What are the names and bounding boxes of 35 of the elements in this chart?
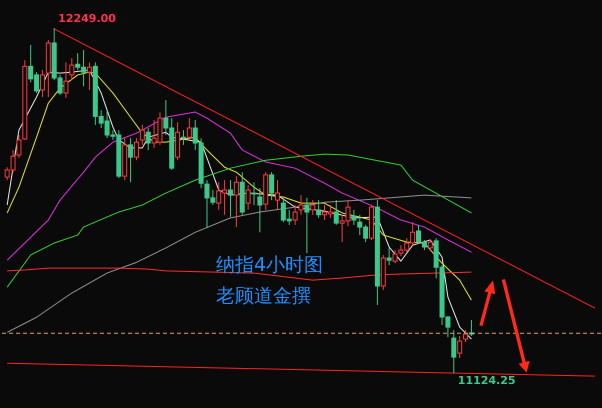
candlestick	[228, 180, 233, 218]
annotation: 纳指4小时图	[216, 254, 324, 276]
annotation: 老顾道金撰	[216, 285, 311, 307]
candlestick	[463, 330, 468, 343]
candlestick	[251, 182, 256, 206]
candlestick	[40, 70, 45, 98]
annotation: 11124.25	[458, 374, 516, 387]
text: 12249.00	[58, 12, 116, 25]
candlestick	[316, 200, 322, 218]
candlestick	[304, 197, 310, 254]
candlestick	[386, 247, 392, 266]
candlestick	[457, 335, 462, 359]
candlestick	[69, 58, 74, 81]
candlestick	[310, 200, 316, 216]
candlestick	[292, 204, 298, 226]
candlestick	[428, 239, 433, 251]
candlestick	[451, 330, 456, 374]
candlestick	[63, 62, 68, 98]
candlestick	[298, 194, 304, 216]
candlestick	[186, 118, 192, 140]
candlestick	[334, 200, 339, 226]
candlestick	[234, 176, 239, 228]
candlestick	[180, 130, 186, 146]
candlestick	[128, 138, 134, 183]
candlestick	[146, 127, 151, 151]
candlestick	[86, 62, 92, 90]
candlestick	[246, 184, 251, 210]
candlestick	[269, 172, 274, 201]
candlestick	[392, 250, 398, 264]
candlestick	[351, 209, 356, 226]
candlestick	[16, 134, 22, 159]
candlestick	[274, 180, 280, 210]
candlestick	[134, 138, 139, 161]
candlestick	[257, 188, 262, 233]
candlestick	[140, 124, 145, 146]
